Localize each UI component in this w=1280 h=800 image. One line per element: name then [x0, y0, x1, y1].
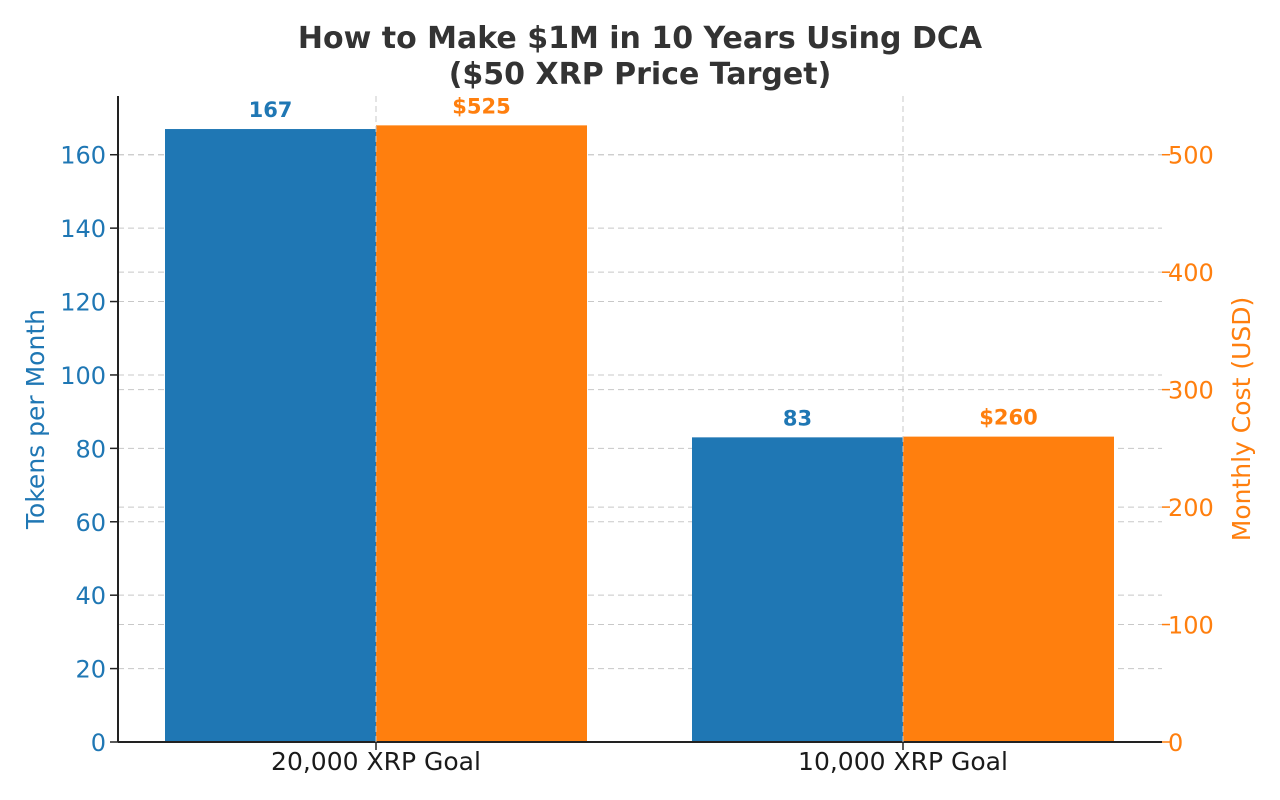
y-tick-label-right: 400 [1168, 259, 1214, 287]
x-tick-label: 20,000 XRP Goal [271, 747, 481, 776]
y-tick-label-left: 120 [60, 289, 106, 317]
chart-title-line-2: ($50 XRP Price Target) [449, 57, 832, 92]
data-label-tokens-2: 83 [783, 406, 812, 430]
y-tick-label-left: 80 [75, 435, 106, 463]
bar-monthly-cost-1 [376, 125, 587, 742]
y-tick-label-left: 160 [60, 142, 106, 170]
chart-title-line-1: How to Make $1M in 10 Years Using DCA [298, 21, 983, 56]
x-tick-label: 10,000 XRP Goal [798, 747, 1008, 776]
data-label-monthly-cost-1: $525 [452, 94, 510, 118]
data-label-monthly-cost-2: $260 [979, 406, 1037, 430]
bar-tokens-1 [165, 129, 376, 743]
bar-monthly-cost-2 [903, 436, 1114, 742]
chart-title: How to Make $1M in 10 Years Using DCA ($… [298, 21, 983, 92]
y-tick-label-left: 140 [60, 215, 106, 243]
y-axis-title-left: Tokens per Month [21, 309, 50, 530]
y-tick-label-right: 0 [1168, 729, 1183, 757]
y-tick-label-right: 200 [1168, 494, 1214, 522]
y-tick-label-right: 500 [1168, 142, 1214, 170]
data-labels: 167 $525 83 $260 [249, 94, 1038, 742]
y-tick-label-left: 100 [60, 362, 106, 390]
bar-tokens-2 [692, 437, 903, 742]
axes: 0 20 40 60 80 100 120 140 160 0 100 200 300 400 500 20,… [60, 96, 1214, 776]
y-tick-label-right: 300 [1168, 377, 1214, 405]
data-label-tokens-1: 167 [249, 98, 293, 122]
y-tick-label-right: 100 [1168, 612, 1214, 640]
y-axis-title-right: Monthly Cost (USD) [1227, 297, 1256, 542]
y-tick-label-left: 60 [75, 509, 106, 537]
y-tick-label-left: 20 [75, 656, 106, 684]
y-tick-label-left: 40 [75, 582, 106, 610]
bars [165, 125, 1114, 743]
y-tick-label-left: 0 [91, 729, 106, 757]
